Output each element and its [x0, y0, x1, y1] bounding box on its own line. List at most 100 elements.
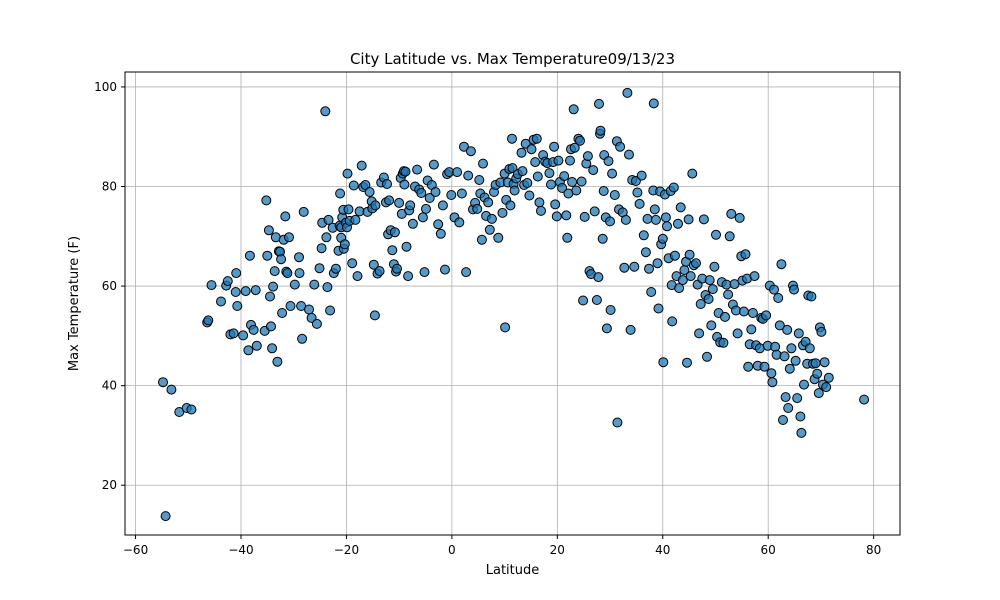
data-point	[677, 275, 688, 286]
data-point	[216, 296, 226, 307]
data-point	[298, 206, 309, 217]
data-point	[740, 249, 751, 260]
data-point	[403, 271, 414, 282]
data-point	[694, 328, 705, 339]
data-point	[530, 157, 541, 168]
data-point	[796, 427, 807, 438]
data-point	[228, 328, 239, 339]
data-point	[565, 155, 575, 166]
data-point	[389, 227, 400, 238]
y-axis-label: Max Temperature (F)	[67, 236, 82, 371]
data-point	[268, 281, 279, 292]
data-point	[456, 188, 467, 199]
data-point	[603, 156, 614, 167]
data-point	[622, 87, 633, 98]
data-point	[770, 341, 781, 352]
x-tick-label: −20	[334, 543, 359, 557]
data-point	[597, 233, 608, 244]
data-point	[806, 291, 817, 302]
data-point	[691, 258, 701, 269]
data-point	[343, 204, 354, 215]
data-point	[594, 98, 604, 109]
data-point	[544, 168, 555, 179]
data-point	[609, 190, 620, 200]
data-point	[743, 361, 754, 372]
data-point	[624, 149, 634, 160]
data-point	[675, 202, 686, 213]
data-point	[276, 254, 287, 265]
data-point	[516, 147, 527, 158]
data-point	[769, 284, 779, 295]
data-point	[667, 316, 678, 327]
x-tick-label: 60	[761, 543, 776, 557]
x-tick-label: 20	[550, 543, 565, 557]
data-point	[505, 200, 516, 211]
data-point	[350, 214, 361, 225]
data-point	[653, 303, 664, 314]
data-point	[804, 343, 815, 354]
data-point	[407, 218, 418, 229]
data-point	[648, 98, 659, 109]
data-point	[238, 330, 249, 341]
data-point	[652, 258, 663, 269]
data-point	[674, 283, 685, 294]
data-point	[265, 291, 275, 302]
data-point	[230, 287, 241, 297]
data-point	[702, 351, 712, 362]
data-point	[780, 392, 791, 403]
x-tick-label: 0	[448, 543, 456, 557]
data-point	[532, 171, 543, 182]
data-point	[685, 271, 696, 282]
data-point	[323, 214, 334, 225]
data-point	[709, 261, 720, 272]
data-point	[497, 207, 508, 218]
data-point	[703, 294, 714, 304]
data-point	[280, 211, 291, 222]
data-point	[595, 125, 606, 136]
data-point	[749, 271, 760, 282]
data-point	[619, 262, 630, 273]
data-point	[792, 393, 803, 404]
data-point	[446, 190, 457, 200]
data-point	[272, 356, 283, 367]
data-point	[632, 187, 643, 198]
data-point	[557, 183, 568, 193]
data-point	[364, 187, 375, 197]
data-point	[629, 261, 640, 272]
data-point	[734, 212, 745, 223]
data-point	[816, 326, 827, 337]
data-point	[638, 230, 649, 241]
data-point	[384, 195, 395, 206]
data-point	[368, 259, 379, 270]
data-point	[284, 232, 294, 243]
data-point	[746, 324, 757, 335]
data-point	[601, 323, 612, 334]
data-point	[309, 279, 320, 290]
data-point	[419, 267, 430, 278]
data-point	[392, 263, 402, 274]
data-point	[320, 106, 331, 117]
data-point	[559, 171, 570, 182]
data-point	[509, 185, 520, 196]
x-axis-ticks: −60 −40 −20 0 20 40 60 80	[123, 535, 881, 557]
data-point	[374, 266, 385, 277]
data-point	[416, 188, 427, 198]
data-point	[203, 315, 214, 326]
data-point	[684, 249, 695, 260]
data-point	[433, 219, 444, 230]
data-point	[588, 165, 599, 176]
data-point	[649, 204, 660, 215]
data-point	[534, 197, 545, 208]
data-point	[266, 321, 276, 332]
data-point	[160, 511, 171, 522]
y-tick-label: 80	[102, 180, 117, 194]
data-point	[316, 243, 327, 254]
data-point	[724, 231, 735, 242]
data-point	[348, 180, 359, 191]
data-point	[576, 176, 587, 187]
data-point	[823, 372, 834, 383]
data-point	[767, 377, 778, 388]
data-point	[478, 158, 488, 169]
data-point	[642, 213, 653, 224]
